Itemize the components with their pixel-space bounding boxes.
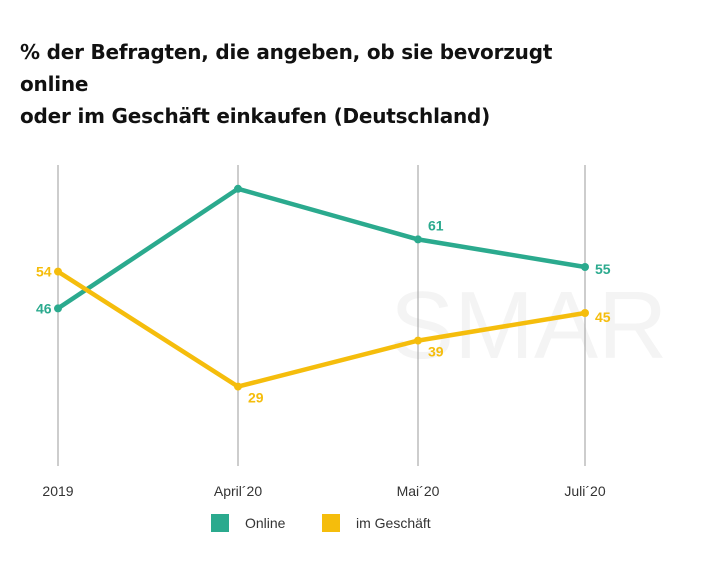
data-label: 46: [36, 300, 52, 316]
data-label: 39: [428, 344, 444, 360]
chart-title-line-2: oder im Geschäft einkaufen (Deutschland): [20, 104, 491, 128]
legend: Online im Geschäft: [0, 514, 703, 534]
data-point: [414, 235, 422, 244]
legend-label-store: im Geschäft: [356, 515, 431, 531]
data-label: 45: [595, 309, 611, 325]
chart-title-line-1: % der Befragten, die angeben, ob sie bev…: [20, 40, 553, 96]
x-tick-label: 2019: [42, 483, 73, 499]
series-lines: [54, 184, 589, 391]
x-tick-label: Mai´20: [397, 483, 440, 499]
data-point: [581, 309, 589, 317]
watermark: SMAR: [390, 272, 667, 379]
legend-swatch-store: [322, 514, 340, 532]
data-point: [581, 263, 589, 271]
legend-item-store: im Geschäft: [322, 514, 431, 532]
data-point: [234, 184, 242, 193]
data-point: [54, 267, 62, 276]
data-label: 61: [428, 217, 444, 233]
data-point: [54, 304, 62, 313]
x-axis-ticks: 2019 April´20 Mai´20 Juli´20: [42, 483, 605, 499]
series-line-online: [55, 186, 588, 311]
legend-label-online: Online: [245, 515, 286, 531]
data-point: [234, 382, 242, 391]
data-labels: 46 61 55 54 29 39 45: [36, 217, 611, 405]
data-label: 55: [595, 261, 611, 277]
series-line-store: [55, 269, 588, 389]
legend-swatch-online: [211, 514, 229, 532]
data-label: 54: [36, 264, 52, 280]
x-tick-label: April´20: [214, 483, 262, 499]
data-point: [414, 336, 422, 345]
data-label: 29: [248, 390, 264, 406]
chart-title: % der Befragten, die angeben, ob sie bev…: [20, 36, 620, 132]
x-tick-label: Juli´20: [564, 483, 605, 499]
legend-item-online: Online: [211, 514, 285, 532]
watermark-text: SMAR: [390, 272, 667, 379]
